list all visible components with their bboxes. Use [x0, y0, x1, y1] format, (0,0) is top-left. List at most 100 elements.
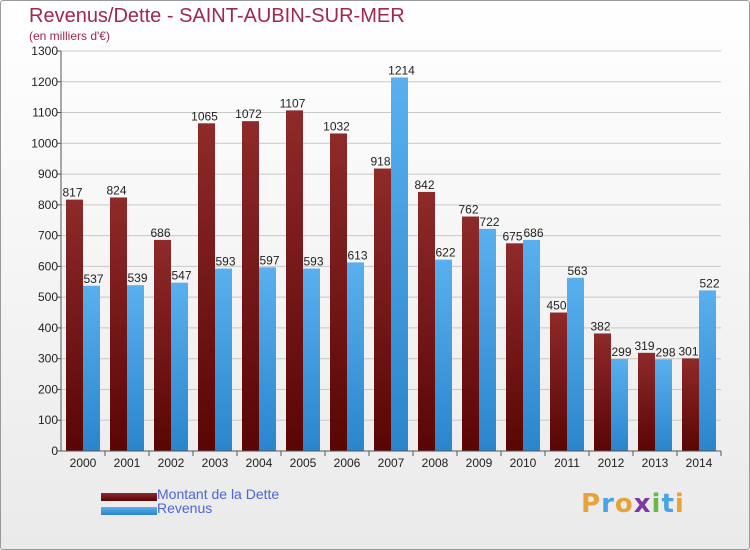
data-label-dette: 1065 — [191, 109, 218, 123]
y-tick-label: 800 — [38, 198, 58, 212]
y-tick-label: 1000 — [31, 136, 58, 150]
y-tick-label: 900 — [38, 167, 58, 181]
data-label-revenus: 522 — [699, 276, 719, 290]
x-tick-label: 2014 — [686, 456, 713, 470]
bar-dette — [462, 216, 479, 451]
y-tick-label: 400 — [38, 321, 58, 335]
chart-title: Revenus/Dette - SAINT-AUBIN-SUR-MER — [29, 5, 405, 27]
x-tick-label: 2008 — [422, 456, 449, 470]
x-tick-label: 2002 — [158, 456, 185, 470]
bar-dette — [330, 133, 347, 451]
y-tick-label: 700 — [38, 229, 58, 243]
bar-revenus — [347, 262, 364, 451]
data-label-revenus: 622 — [435, 246, 455, 260]
bar-revenus — [171, 282, 188, 451]
bar-dette — [594, 333, 611, 451]
bar-revenus — [699, 290, 716, 451]
x-tick-label: 2009 — [466, 456, 493, 470]
y-tick-label: 1200 — [31, 75, 58, 89]
y-tick-label: 300 — [38, 352, 58, 366]
data-label-revenus: 613 — [347, 248, 367, 262]
x-tick-label: 2010 — [510, 456, 537, 470]
logo-letter: i — [651, 489, 662, 519]
data-label-revenus: 593 — [303, 255, 323, 269]
bar-dette — [550, 312, 567, 451]
bar-revenus — [259, 267, 276, 451]
bar-revenus — [567, 277, 584, 451]
y-tick-label: 200 — [38, 382, 58, 396]
logo-letter: r — [601, 489, 615, 519]
bar-layer — [66, 77, 716, 452]
bar-revenus — [215, 268, 232, 451]
data-label-revenus: 722 — [479, 215, 499, 229]
y-tick-label: 1300 — [31, 44, 58, 58]
x-tick-label: 2001 — [114, 456, 141, 470]
logo-letter: i — [674, 489, 685, 519]
data-label-dette: 762 — [458, 203, 478, 217]
x-tick-label: 2004 — [246, 456, 273, 470]
unit-note: (en milliers d'€) — [29, 29, 110, 43]
data-label-dette: 1072 — [235, 107, 262, 121]
legend-swatch-revenus — [101, 507, 157, 515]
bar-dette — [198, 123, 215, 452]
data-label-dette: 1107 — [280, 96, 306, 110]
data-label-dette: 842 — [414, 178, 434, 192]
data-label-revenus: 537 — [83, 272, 103, 286]
data-label-revenus: 593 — [215, 255, 235, 269]
data-label-revenus: 299 — [611, 345, 631, 359]
bar-revenus — [523, 239, 540, 451]
y-tick-label: 0 — [51, 444, 58, 458]
data-label-revenus: 547 — [171, 269, 191, 283]
data-label-dette: 686 — [150, 226, 170, 240]
bar-dette — [110, 197, 127, 451]
logo-letter: t — [661, 489, 675, 519]
y-tick-label: 500 — [38, 290, 58, 304]
bar-revenus — [127, 285, 144, 451]
data-label-revenus: 597 — [259, 253, 279, 267]
legend-label-revenus: Revenus — [157, 500, 213, 516]
bar-revenus — [391, 77, 408, 451]
data-label-revenus: 1214 — [388, 63, 415, 77]
data-label-revenus: 298 — [655, 345, 675, 359]
axis-layer: 0 100 200 300 400 500 600 700 800 900 1000 1100 1200… — [31, 44, 722, 470]
x-tick-label: 2000 — [70, 456, 97, 470]
data-label-dette: 824 — [106, 183, 126, 197]
logo-letter: o — [614, 489, 634, 519]
x-tick-label: 2007 — [378, 456, 405, 470]
data-label-dette: 675 — [502, 229, 522, 243]
bar-revenus — [303, 268, 320, 451]
bar-dette — [506, 243, 523, 451]
data-label-dette: 817 — [62, 186, 82, 200]
data-label-dette: 918 — [370, 155, 390, 169]
bar-dette — [374, 168, 391, 452]
data-label-revenus: 563 — [567, 264, 587, 278]
y-tick-label: 1100 — [32, 106, 58, 120]
logo-letter: P — [581, 489, 602, 519]
x-tick-label: 2003 — [202, 456, 229, 470]
x-tick-label: 2011 — [554, 456, 580, 470]
data-label-dette: 1032 — [323, 119, 350, 133]
bar-dette — [66, 199, 83, 451]
logo-letter: x — [633, 489, 652, 519]
data-label-dette: 382 — [590, 319, 610, 333]
x-tick-label: 2012 — [598, 456, 625, 470]
legend-swatch-dette — [101, 493, 157, 501]
x-tick-label: 2006 — [334, 456, 361, 470]
proxiti-logo: Proxiti — [581, 489, 685, 519]
bar-revenus — [655, 359, 672, 451]
bar-dette — [286, 110, 303, 451]
bar-revenus — [479, 228, 496, 451]
bar-dette — [418, 191, 435, 451]
data-label-layer: 817 537 824 539 686 547 1065 593 1072 597 1107 593 1… — [62, 63, 719, 359]
bar-dette — [242, 121, 259, 452]
y-tick-label: 600 — [38, 259, 58, 273]
bar-revenus — [611, 359, 628, 451]
legend-label-dette: Montant de la Dette — [157, 486, 280, 502]
x-tick-label: 2005 — [290, 456, 317, 470]
bar-dette — [154, 239, 171, 451]
bar-dette — [638, 352, 655, 451]
data-label-dette: 319 — [634, 339, 654, 353]
data-label-dette: 301 — [678, 344, 698, 358]
